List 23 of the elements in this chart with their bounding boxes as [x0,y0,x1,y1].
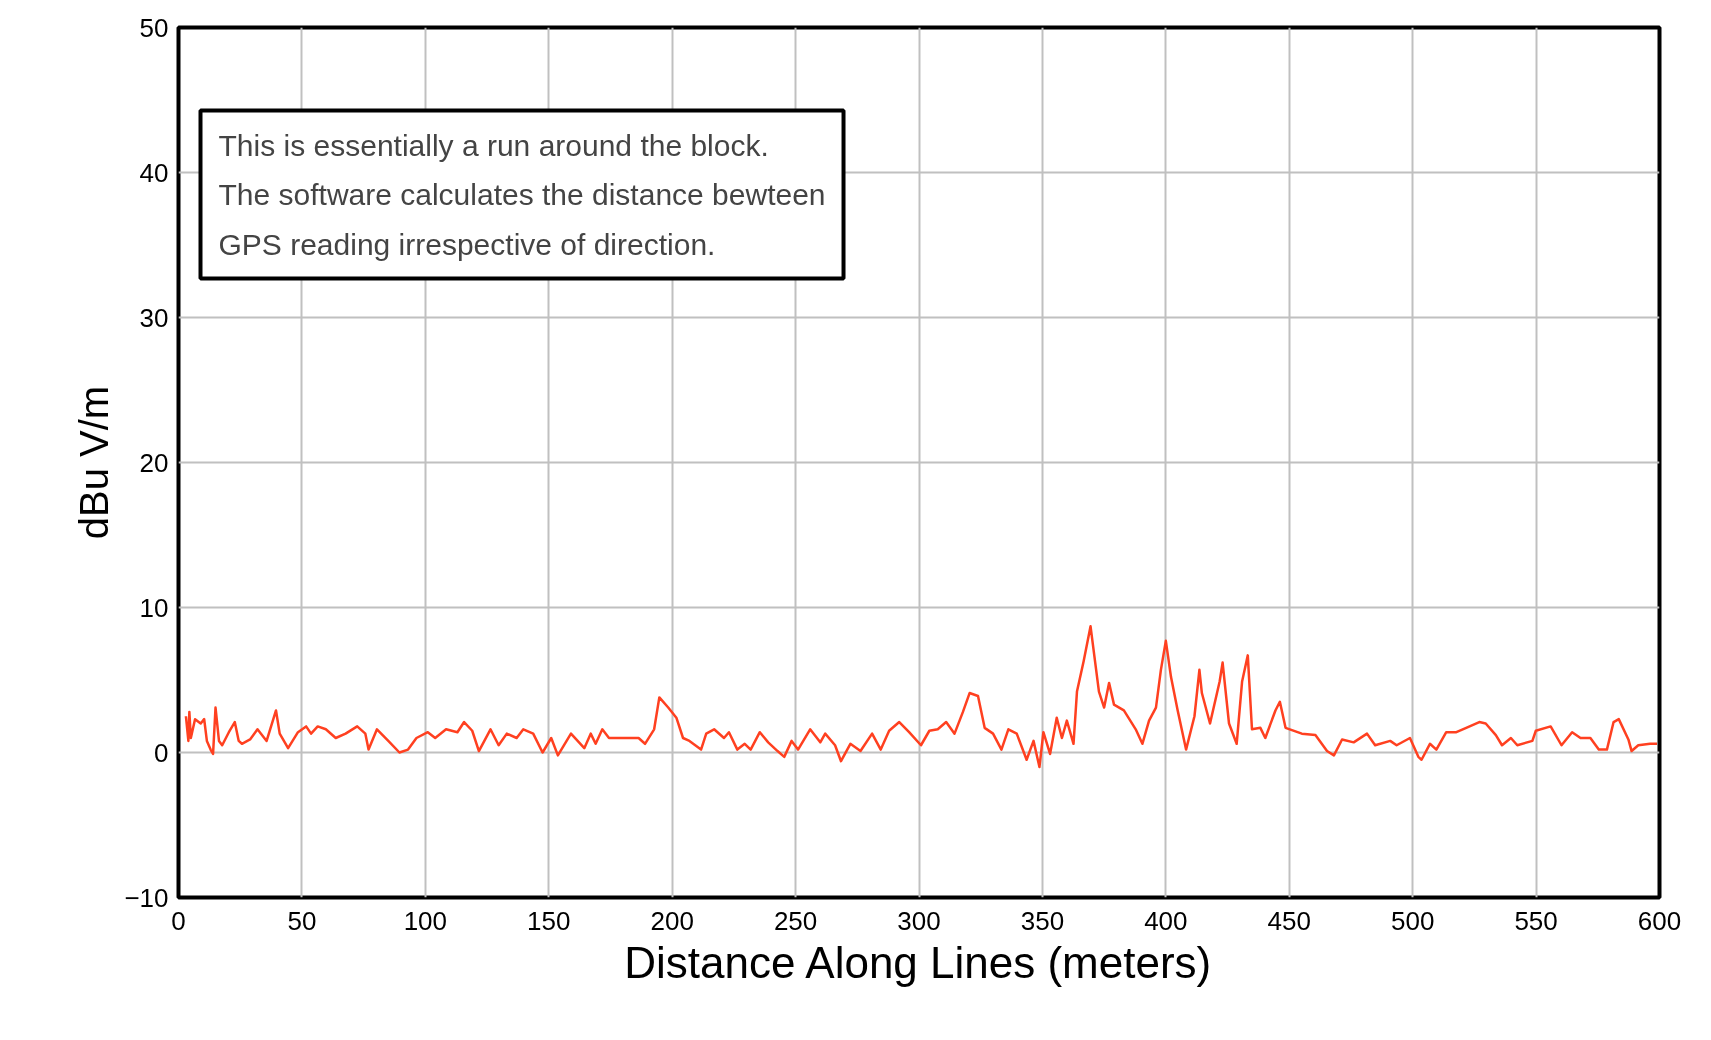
x-tick-label: 600 [1637,905,1682,936]
x-tick-label: 550 [1514,905,1558,936]
x-tick-label: 100 [403,905,448,936]
x-tick-label: 500 [1390,905,1435,936]
x-tick-label: 150 [527,905,571,936]
x-tick-label: 400 [1144,905,1188,936]
y-tick-label: 40 [139,157,169,188]
y-tick-label: 20 [139,447,169,478]
y-tick-label: −10 [124,882,169,913]
x-tick-label: 450 [1267,905,1311,936]
y-tick-label: 0 [154,737,169,768]
x-tick-label: 200 [650,905,694,936]
x-tick-label: 50 [287,905,317,936]
x-axis-title: Distance Along Lines (meters) [624,937,1212,987]
annotation: This is essentially a run around the block. The software calculates the distance bewteen GPS reading irrespective of direction. [218,128,826,261]
y-tick-label: 30 [139,302,169,333]
x-tick-label: 300 [897,905,941,936]
line-series [184,625,1659,769]
x-tick-label: 250 [773,905,818,936]
y-tick-label: 50 [139,12,169,43]
x-tick-label: 350 [1020,905,1065,936]
y-tick-label: 10 [139,592,169,623]
y-axis-title: dBu V/m [72,385,117,540]
